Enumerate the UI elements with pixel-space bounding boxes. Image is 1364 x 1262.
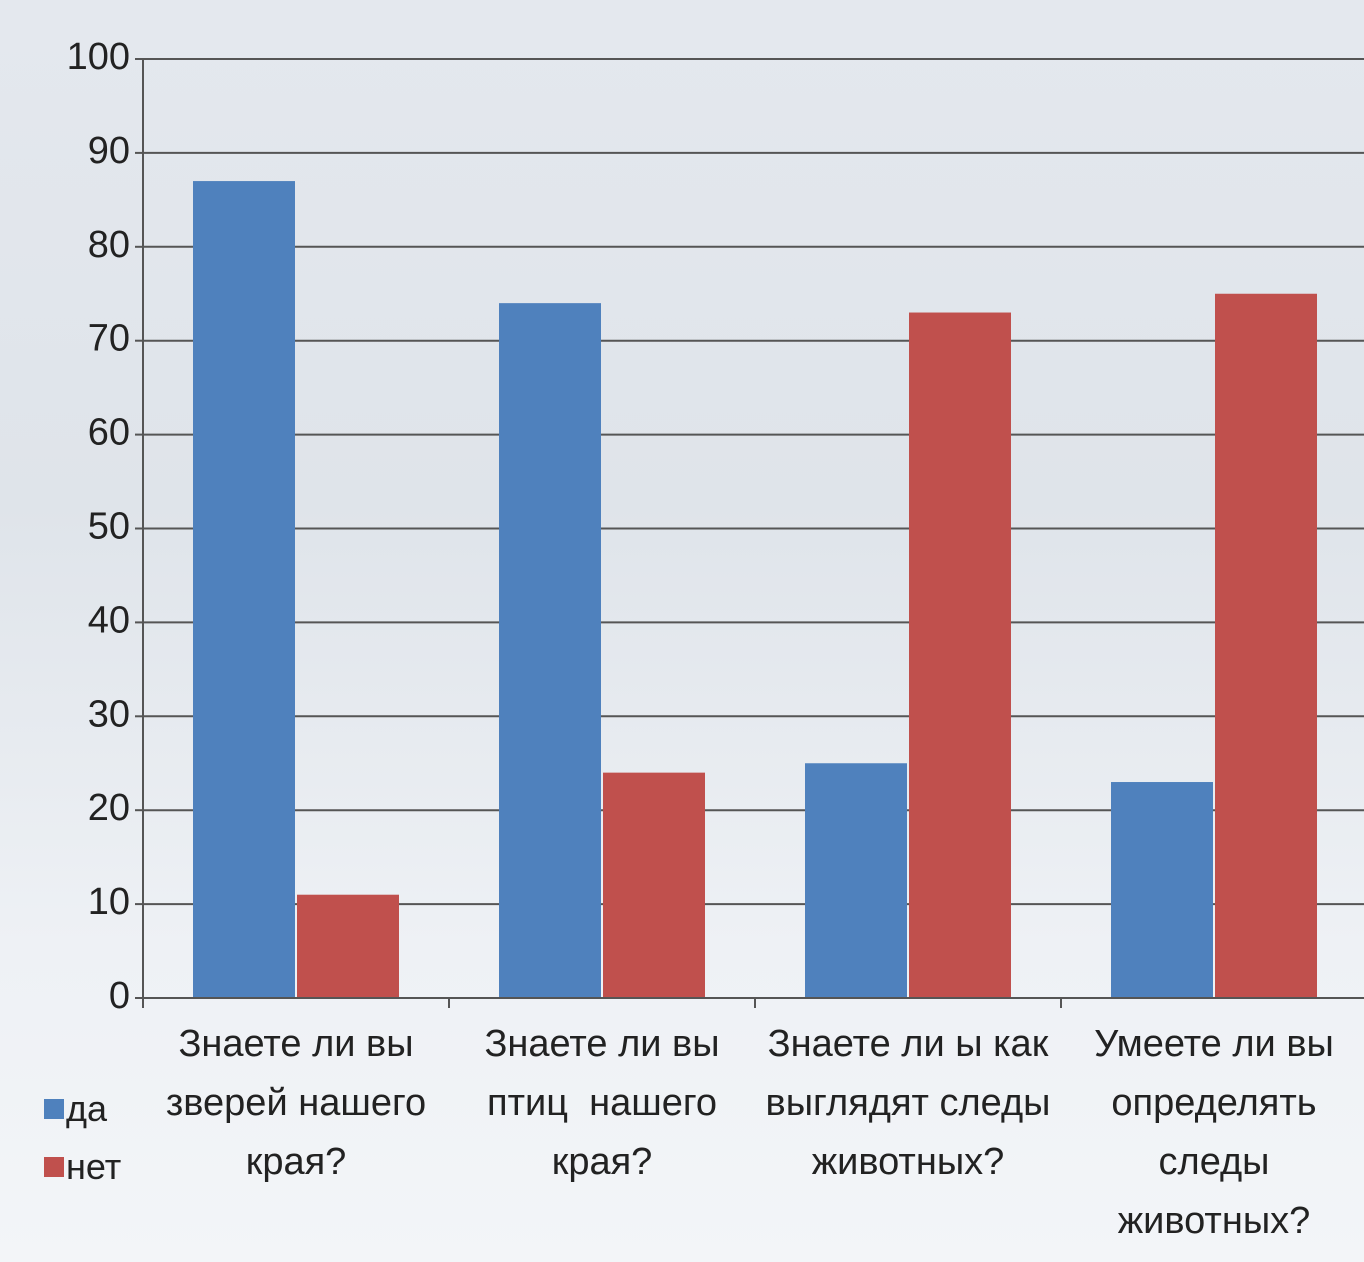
bar (805, 763, 907, 998)
bar (1111, 782, 1213, 998)
y-tick-label: 50 (88, 506, 130, 548)
y-tick-label: 70 (88, 318, 130, 360)
legend-label: да (66, 1088, 107, 1130)
y-tick-label: 10 (88, 881, 130, 923)
y-tick-label: 80 (88, 224, 130, 266)
y-tick-label: 40 (88, 599, 130, 641)
bar (1215, 294, 1317, 998)
bar (297, 895, 399, 998)
y-tick-label: 90 (88, 130, 130, 172)
x-tick-label: Знаете ли ы как выглядят следы животных? (763, 1015, 1053, 1192)
y-tick-label: 20 (88, 787, 130, 829)
bar (193, 181, 295, 998)
legend-item: да (44, 1088, 107, 1130)
y-tick-label: 30 (88, 693, 130, 735)
y-tick-label: 0 (109, 975, 130, 1017)
bar (909, 313, 1011, 998)
x-tick-label: Знаете ли вы зверей нашего края? (151, 1015, 441, 1192)
y-tick-label: 100 (67, 36, 130, 78)
x-tick-label: Знаете ли вы птиц нашего края? (457, 1015, 747, 1192)
bar (603, 773, 705, 998)
legend-swatch (44, 1157, 64, 1177)
chart: 0 10 20 30 40 50 60 70 80 90 100 Знаете ли вы звер… (0, 0, 1364, 1262)
bar (499, 303, 601, 998)
legend-label: нет (66, 1146, 121, 1188)
legend-swatch (44, 1099, 64, 1119)
x-tick-label: Умеете ли вы определять следы животных? (1069, 1015, 1359, 1251)
legend-item: нет (44, 1146, 121, 1188)
y-tick-label: 60 (88, 412, 130, 454)
